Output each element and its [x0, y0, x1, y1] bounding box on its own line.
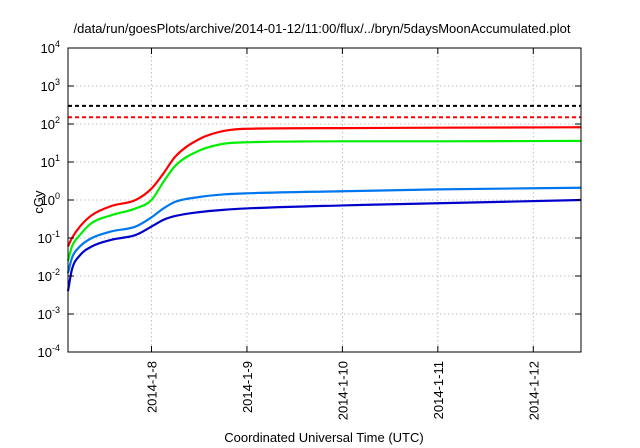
axis-ticks: [68, 47, 581, 353]
y-tick-label-exponent: -1: [52, 229, 60, 239]
plot-frame: [67, 47, 582, 353]
series-line: [66, 198, 582, 292]
series-line: [66, 139, 582, 262]
y-tick-label-base: 10: [41, 117, 55, 132]
series-line: [67, 126, 582, 247]
y-tick-label-base: 10: [41, 79, 55, 94]
y-tick-label: 10-3: [38, 305, 60, 322]
y-tick-label: 102: [41, 115, 60, 132]
threshold-lines: [68, 104, 581, 119]
y-tick-label: 10-4: [38, 343, 60, 360]
y-axis-label: cGy: [31, 190, 46, 214]
y-tick-label: 101: [41, 153, 60, 170]
y-tick-label-exponent: 0: [55, 191, 60, 201]
y-tick-label: 10-2: [38, 267, 60, 284]
y-tick-label-base: 10: [41, 193, 55, 208]
x-tick-label: 2014-1-11: [431, 361, 446, 419]
y-tick-label: 100: [41, 191, 60, 208]
y-tick-label-exponent: 1: [55, 153, 60, 163]
chart-title: /data/run/goesPlots/archive/2014-01-12/1…: [74, 21, 571, 36]
y-tick-label: 10-1: [38, 229, 60, 246]
y-tick-label-exponent: -4: [52, 343, 60, 353]
y-tick-label-exponent: -3: [52, 305, 60, 315]
x-tick-label: 2014-1-10: [335, 361, 350, 420]
x-tick-label: 2014-1-9: [240, 361, 255, 413]
y-tick-label-exponent: -2: [52, 267, 60, 277]
y-tick-label-base: 10: [38, 345, 52, 360]
x-tick-label: 2014-1-8: [145, 361, 160, 413]
x-tick-labels: 2014-1-8 2014-1-9 2014-1-10 2014-1-11 2014-1…: [145, 361, 542, 420]
series-line: [66, 186, 582, 274]
y-tick-label-base: 10: [38, 269, 52, 284]
y-tick-label-exponent: 3: [55, 77, 60, 87]
x-tick-label: 2014-1-12: [526, 361, 541, 420]
y-tick-label-base: 10: [41, 155, 55, 170]
x-axis-label: Coordinated Universal Time (UTC): [224, 430, 423, 445]
y-tick-label-exponent: 2: [55, 115, 60, 125]
y-tick-label-exponent: 4: [55, 39, 60, 49]
y-tick-label-base: 10: [38, 231, 52, 246]
y-tick-label-base: 10: [41, 41, 55, 56]
grid: [68, 48, 581, 352]
y-tick-label: 104: [41, 39, 60, 56]
y-tick-label: 103: [41, 77, 60, 94]
y-tick-label-base: 10: [38, 307, 52, 322]
series-lines: [66, 126, 582, 292]
